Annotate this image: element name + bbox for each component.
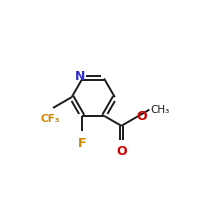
- Text: O: O: [116, 145, 127, 158]
- Text: O: O: [137, 110, 147, 123]
- Text: N: N: [75, 70, 85, 83]
- Text: F: F: [78, 137, 87, 150]
- Text: CF₃: CF₃: [40, 114, 60, 124]
- Text: CH₃: CH₃: [150, 105, 169, 115]
